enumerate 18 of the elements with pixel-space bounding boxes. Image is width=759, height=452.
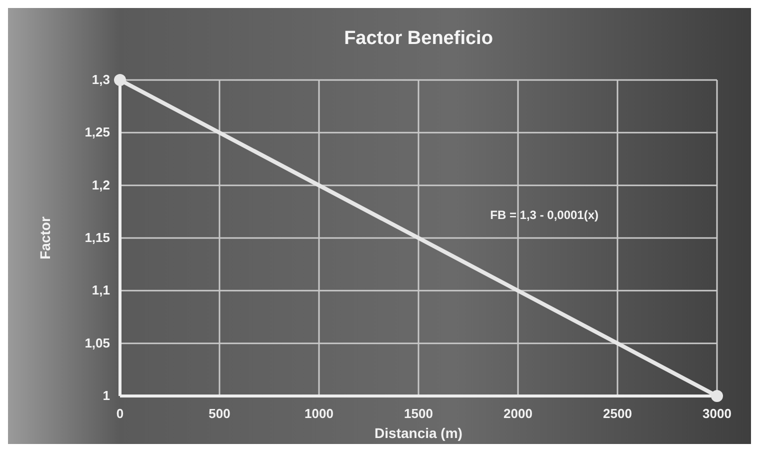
y-tick-label: 1,3 [92, 72, 110, 87]
x-tick-label: 2000 [504, 406, 532, 421]
x-tick-label: 2500 [603, 406, 632, 421]
annotation: FB = 1,3 - 0,0001(x) [490, 208, 599, 222]
x-tick-label: 0 [116, 406, 124, 421]
y-axis-title: Factor [37, 216, 53, 260]
x-tick-label: 500 [208, 406, 230, 421]
x-tick-label: 3000 [702, 406, 732, 421]
y-tick-label: 1,1 [92, 282, 110, 298]
x-tick-label: 1500 [404, 406, 433, 421]
y-tick-label: 1,2 [92, 177, 110, 192]
y-tick-label: 1,25 [84, 124, 110, 140]
y-tick-label: 1,05 [84, 335, 110, 350]
chart-title: Factor Beneficio [344, 28, 493, 49]
x-tick-label: 1000 [304, 406, 334, 421]
x-axis-title: Distancia (m) [374, 425, 462, 441]
y-tick-label: 1 [102, 388, 110, 403]
y-tick-label: 1,15 [84, 230, 110, 245]
